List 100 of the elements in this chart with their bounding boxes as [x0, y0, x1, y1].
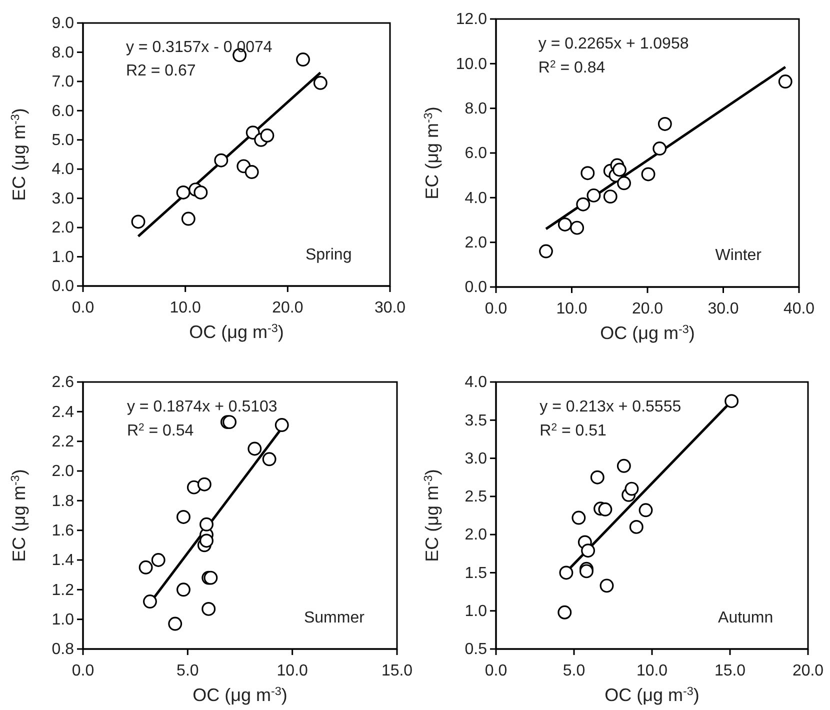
x-tick-label: 5.0: [562, 662, 586, 680]
point: [176, 510, 190, 524]
point: [603, 190, 618, 204]
y-tick-label: 6.0: [52, 102, 74, 120]
point: [612, 162, 626, 177]
point: [200, 534, 214, 548]
point: [248, 442, 262, 456]
point: [598, 502, 612, 516]
y-tick-label: 9.0: [52, 15, 74, 32]
y-tick-label: 2.0: [52, 220, 74, 237]
y-tick-label: 2.0: [464, 234, 488, 252]
x-tick-label: 10.0: [636, 662, 668, 680]
point: [151, 553, 166, 567]
point: [641, 167, 656, 182]
point: [539, 244, 553, 258]
y-tick-label: 10.0: [456, 56, 488, 73]
x-tick-label: 5.0: [176, 662, 199, 680]
y-tick-label: 5.0: [52, 132, 74, 150]
y-tick-label: 8.0: [464, 100, 488, 118]
y-tick-label: 1.0: [52, 248, 74, 266]
annotation: y = 0.213x + 0.5555: [540, 398, 682, 416]
point: [143, 594, 157, 608]
point: [138, 560, 153, 574]
y-tick-label: 2.0: [52, 463, 74, 480]
point: [222, 415, 237, 430]
point: [246, 126, 260, 140]
point: [638, 503, 653, 518]
annotation: R$^{2}$ = 0.51: [540, 422, 606, 440]
y-tick-label: 0.0: [464, 279, 488, 296]
x-tick-label: 10.0: [556, 300, 588, 318]
y-tick-label: 2.6: [52, 374, 74, 392]
y-tick-label: 8.0: [52, 44, 74, 62]
y-tick-label: 1.6: [52, 522, 74, 540]
annotation: Summer: [304, 609, 366, 626]
y-tick-label: 7.0: [52, 74, 74, 91]
point: [313, 76, 328, 90]
point: [260, 128, 274, 142]
point: [181, 212, 196, 226]
y-tick-label: 2.4: [52, 404, 74, 421]
point: [244, 165, 259, 179]
point: [131, 214, 146, 229]
point: [202, 602, 216, 616]
point: [576, 197, 590, 212]
point: [629, 520, 644, 534]
y-tick-label: 0.5: [464, 641, 488, 658]
x-tick-label: 10.0: [276, 662, 308, 680]
y-tick-label: 4.0: [464, 374, 488, 392]
y-tick-label: 4.0: [52, 161, 74, 178]
annotation: Winter: [715, 247, 762, 264]
point: [617, 176, 631, 190]
x-tick-label: 15.0: [381, 662, 413, 680]
annotation: Autumn: [718, 609, 774, 626]
point: [559, 566, 574, 580]
point: [652, 142, 667, 156]
annotation: R$^{2}$ = 0.84: [538, 59, 606, 77]
y-tick-label: 1.4: [52, 552, 74, 570]
x-tick-label: 20.0: [632, 300, 664, 318]
y-tick-label: 12.0: [456, 11, 488, 28]
annotation: y = 0.3157x - 0.0074: [126, 38, 272, 56]
annotation: y = 0.2265x + 1.0958: [538, 35, 689, 52]
y-tick-label: 1.2: [52, 582, 74, 599]
point: [581, 544, 596, 558]
y-tick-label: 6.0: [464, 145, 488, 162]
point: [580, 166, 595, 180]
point: [658, 117, 672, 131]
point: [197, 477, 212, 492]
point: [168, 616, 182, 631]
point: [176, 582, 190, 597]
x-tick-label: 0.0: [484, 300, 508, 318]
x-tick-label: 20.0: [272, 300, 304, 317]
x-tick-label: 30.0: [708, 300, 739, 318]
x-tick-label: 0.0: [484, 662, 508, 680]
x-tick-label: 40.0: [783, 300, 815, 318]
point: [572, 510, 586, 525]
annotation: R2 = 0.67: [126, 62, 196, 80]
x-tick-label: 30.0: [374, 300, 406, 317]
point: [274, 418, 289, 432]
x-tick-label: 20.0: [792, 662, 824, 680]
point: [616, 458, 631, 473]
point: [214, 153, 228, 168]
point: [778, 74, 792, 88]
annotation: y = 0.1874x + 0.5103: [126, 398, 278, 416]
x-tick-label: 0.0: [72, 300, 94, 317]
point: [724, 394, 739, 408]
x-axis-title: OC (μg m$^{-3}$): [192, 684, 288, 705]
point: [296, 52, 310, 66]
y-tick-label: 1.0: [52, 611, 74, 628]
x-tick-label: 15.0: [714, 662, 746, 680]
point: [586, 188, 601, 202]
point: [176, 186, 190, 200]
point: [194, 186, 208, 200]
point: [558, 218, 572, 232]
y-tick-label: 4.0: [464, 190, 488, 207]
point: [590, 470, 604, 484]
y-tick-label: 0.0: [52, 278, 74, 296]
point: [580, 564, 594, 578]
point: [600, 578, 614, 593]
x-axis-title: OC (μg m$^{-3}$): [189, 322, 284, 342]
point: [624, 482, 639, 496]
x-tick-label: 10.0: [170, 300, 202, 317]
